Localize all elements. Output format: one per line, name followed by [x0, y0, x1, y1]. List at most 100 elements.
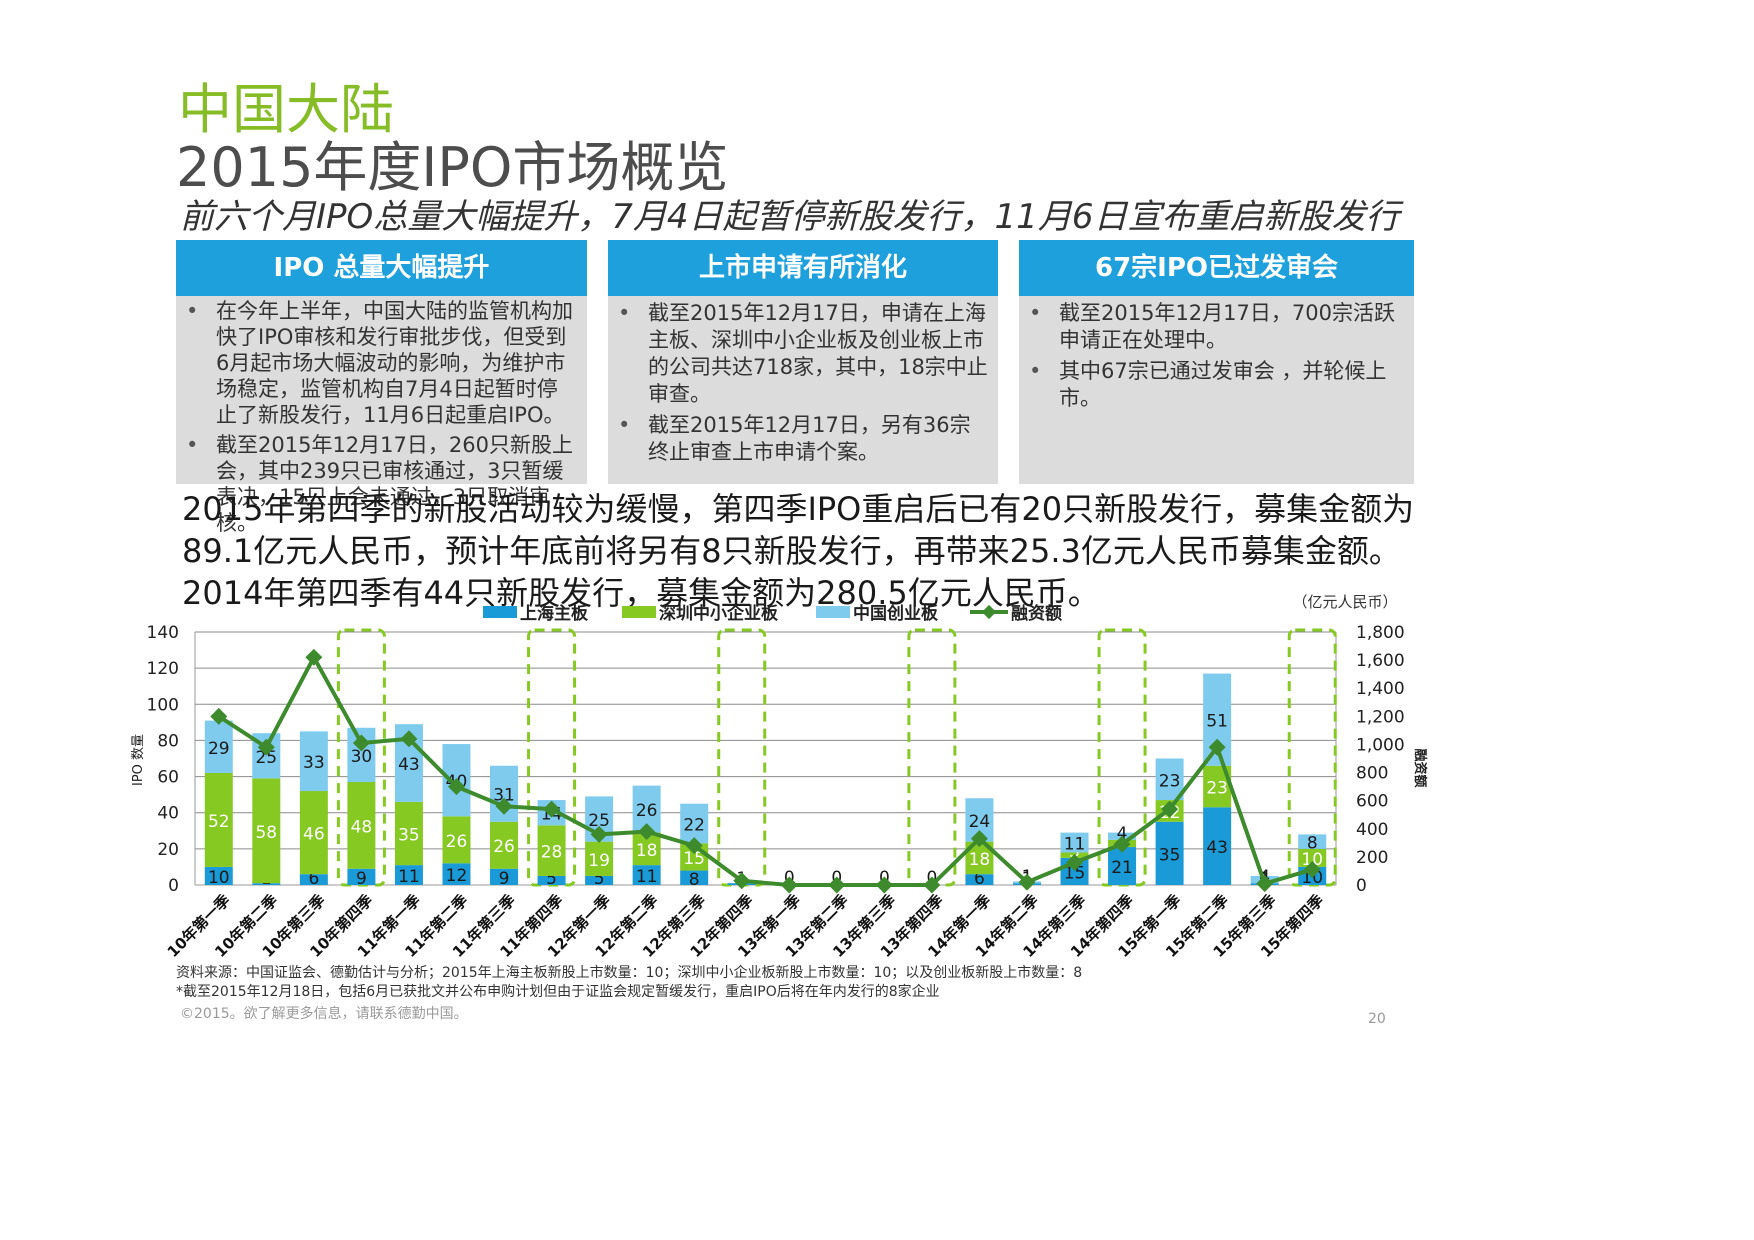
line-marker	[733, 872, 751, 890]
bar-label: 4	[1117, 824, 1128, 844]
legend-label: 深圳中小企业板	[659, 603, 779, 624]
bar-中国创业板	[1298, 834, 1327, 849]
card-3-heading: 67宗IPO已过发审会	[1019, 240, 1414, 296]
bar-label: 33	[303, 753, 325, 773]
y2-tick-label: 1,600	[1356, 651, 1405, 671]
line-marker	[305, 648, 323, 666]
bar-label: 5	[594, 869, 605, 889]
bar-label: 18	[969, 850, 991, 870]
bar-label: 24	[969, 812, 991, 832]
bar-label: 48	[351, 817, 373, 837]
line-marker	[352, 734, 370, 752]
bar-深圳中小企业板	[347, 781, 376, 869]
bar-label: 9	[499, 869, 510, 889]
line-marker	[1256, 875, 1274, 893]
y2-axis-label: 融资额	[1412, 748, 1428, 787]
bar-label: 43	[1206, 838, 1228, 858]
line-marker	[257, 738, 275, 756]
bar-深圳中小企业板	[537, 825, 566, 876]
bar-label: 28	[541, 843, 563, 863]
bar-label: 30	[351, 747, 373, 767]
bar-深圳中小企业板	[394, 801, 423, 866]
legend-label: 中国创业板	[853, 603, 939, 624]
bar-深圳中小企业板	[252, 778, 281, 884]
bar-上海主板	[680, 870, 709, 885]
y2-tick-label: 1,800	[1356, 623, 1405, 643]
bar-label: 51	[1206, 712, 1228, 732]
bar-label: 6	[974, 869, 985, 889]
bar-label: 15	[683, 849, 705, 869]
bar-深圳中小企业板	[585, 841, 614, 876]
bar-上海主板	[1108, 847, 1137, 885]
bar-上海主板	[632, 865, 661, 885]
bar-label: 25	[255, 748, 277, 768]
bar-label: 10	[1301, 850, 1323, 870]
unit-note: （亿元人民币）	[1292, 593, 1397, 611]
bar-label: 26	[636, 801, 658, 821]
y2-tick-label: 1,200	[1356, 707, 1405, 727]
line-marker	[875, 876, 893, 894]
highlight-paragraph: 2015年第四季的新股活动较为缓慢，第四季IPO重启后已有20只新股发行，募集金…	[182, 488, 1582, 614]
line-marker	[1113, 835, 1131, 853]
bar-深圳中小企业板	[490, 821, 519, 869]
bar-上海主板	[394, 865, 423, 885]
line-marker	[1161, 800, 1179, 818]
bar-label: 29	[208, 739, 230, 759]
bar-label: 23	[1206, 779, 1228, 799]
bar-label: 35	[1159, 845, 1181, 865]
line-marker	[828, 876, 846, 894]
bar-label: 10	[208, 868, 230, 888]
bar-中国创业板	[680, 803, 709, 844]
line-marker	[780, 876, 798, 894]
bar-上海主板	[1203, 807, 1232, 885]
bar-label: 9	[356, 869, 367, 889]
line-marker	[685, 837, 703, 855]
legend-label: 上海主板	[520, 603, 589, 624]
y-tick-label: 80	[157, 731, 179, 751]
bar-label: 52	[208, 812, 230, 832]
bar-label: 12	[446, 866, 468, 886]
bar-深圳中小企业板	[1298, 848, 1327, 867]
line-marker	[1018, 873, 1036, 891]
legend-marker	[981, 604, 997, 620]
source-note: 资料来源：中国证监会、德勤估计与分析；2015年上海主板新股上市数量：10；深圳…	[176, 965, 1083, 981]
line-marker	[590, 825, 608, 843]
highlight-line-1: 2015年第四季的新股活动较为缓慢，第四季IPO重启后已有20只新股发行，募集金…	[182, 490, 1415, 528]
bar-中国创业板	[1060, 832, 1089, 853]
bar-中国创业板	[204, 720, 233, 773]
line-marker	[1208, 738, 1226, 756]
bar-label: 25	[588, 811, 610, 831]
line-marker	[400, 730, 418, 748]
line-marker	[447, 778, 465, 796]
bar-label: 11	[636, 867, 658, 887]
bar-上海主板	[585, 875, 614, 885]
line-marker	[638, 823, 656, 841]
bar-上海主板	[537, 875, 566, 885]
bar-label: 15	[1064, 863, 1086, 883]
bar-label: 11	[1064, 835, 1086, 855]
bar-label: 26	[446, 832, 468, 852]
card-2-bullet-2: 截至2015年12月17日，另有36宗终止审查上市申请个案。	[618, 412, 988, 466]
card-1-bullet-2: 截至2015年12月17日，260只新股上会，其中239只已审核通过，3只暂缓表…	[186, 432, 577, 536]
page-number: 20	[1368, 1011, 1386, 1027]
card-3-body: 截至2015年12月17日，700宗活跃申请正在处理中。 其中67宗已通过发审会…	[1019, 296, 1414, 484]
card-2-heading: 上市申请有所消化	[608, 240, 998, 296]
bar-label: 31	[493, 786, 515, 806]
bar-上海主板	[490, 868, 519, 885]
bar-上海主板	[1155, 821, 1184, 885]
bar-label: 46	[303, 825, 325, 845]
highlight-line-2: 89.1亿元人民币，预计年底前将另有8只新股发行，再带来25.3亿元人民币募集金…	[182, 532, 1401, 570]
bar-label: 8	[1307, 834, 1318, 854]
line-marker	[1066, 854, 1084, 871]
line-marker	[970, 830, 988, 848]
bar-label: 18	[636, 841, 658, 861]
bar-深圳中小企业板	[299, 791, 328, 875]
bar-上海主板	[252, 883, 281, 885]
footnote: *截至2015年12月18日，包括6月已获批文并公布申购计划但由于证监会规定暂缓…	[176, 984, 940, 1000]
card-3-bullet-1: 截至2015年12月17日，700宗活跃申请正在处理中。	[1029, 300, 1404, 354]
y-axis-label: IPO 数量	[131, 734, 146, 786]
bar-label: 22	[683, 816, 705, 836]
bar-label: 43	[398, 755, 420, 775]
bar-上海主板	[347, 868, 376, 885]
